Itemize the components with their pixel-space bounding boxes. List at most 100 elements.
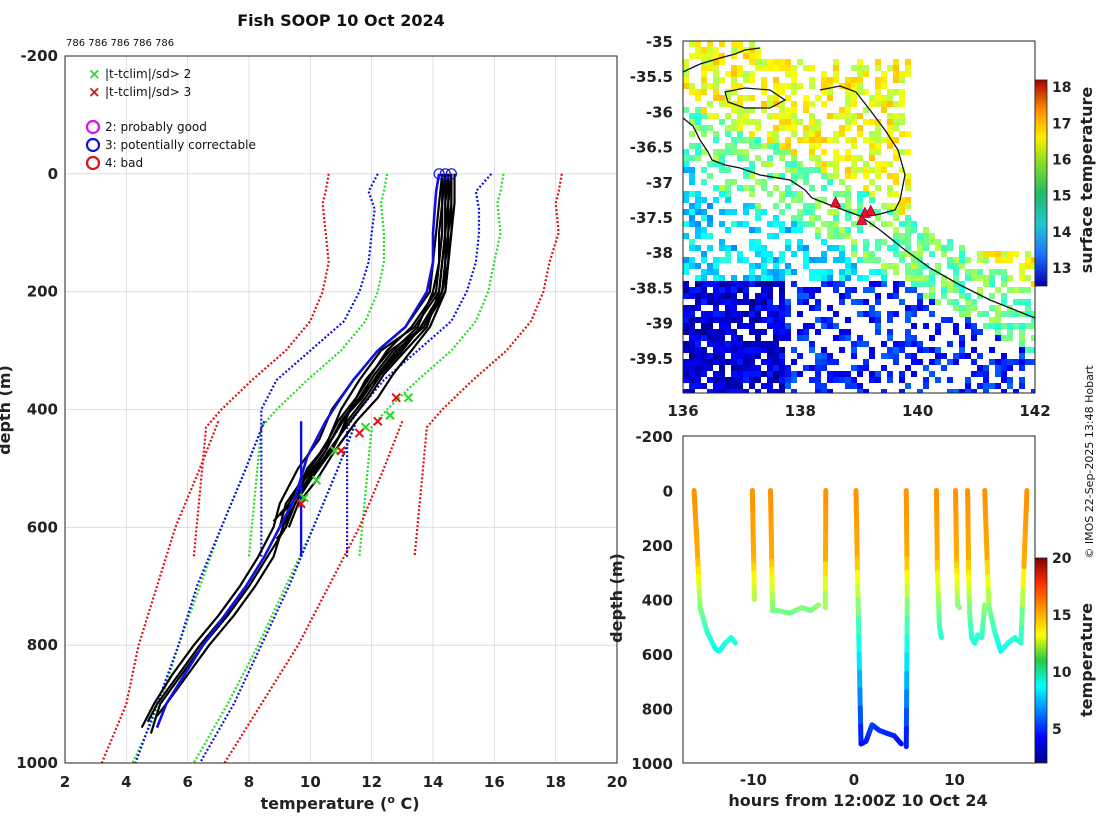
sst-cell <box>767 173 773 179</box>
sst-cell <box>881 275 887 281</box>
sst-cell <box>785 311 791 317</box>
x-tick-label: 12 <box>361 773 382 791</box>
sst-cell <box>737 83 743 89</box>
sst-cell <box>923 239 929 245</box>
sst-cell <box>761 287 767 293</box>
sst-cell <box>695 281 701 287</box>
sst-cell <box>767 365 773 371</box>
sst-cell <box>713 185 719 191</box>
sst-cell <box>689 311 695 317</box>
sst-cell <box>743 365 749 371</box>
sst-cell <box>767 233 773 239</box>
climatology-line <box>100 420 220 763</box>
sst-cell <box>821 269 827 275</box>
sst-cell <box>905 215 911 221</box>
sst-cell <box>899 251 905 257</box>
sst-cell <box>683 281 689 287</box>
sst-cell <box>821 89 827 95</box>
sst-cell <box>785 263 791 269</box>
sst-cell <box>725 125 731 131</box>
sst-cell <box>779 317 785 323</box>
sst-cell <box>1019 341 1025 347</box>
sst-cell <box>701 149 707 155</box>
sst-cell <box>719 59 725 65</box>
sst-cell <box>917 305 923 311</box>
section-y-tick-label: 800 <box>642 701 673 719</box>
sst-cell <box>827 371 833 377</box>
y-tick-label: 0 <box>48 165 58 183</box>
sst-cell <box>833 215 839 221</box>
sst-cell <box>713 137 719 143</box>
sst-cell <box>1031 317 1035 323</box>
sst-cell <box>803 263 809 269</box>
sst-cell <box>713 341 719 347</box>
sst-cell <box>857 227 863 233</box>
sst-cell <box>815 305 821 311</box>
sst-cell <box>845 227 851 233</box>
sst-cell <box>761 101 767 107</box>
sst-cell <box>911 227 917 233</box>
sst-cell <box>755 155 761 161</box>
sst-cell <box>701 251 707 257</box>
sst-cell <box>707 323 713 329</box>
sst-cell <box>833 71 839 77</box>
sst-cell <box>893 209 899 215</box>
sst-cell <box>833 257 839 263</box>
sst-cell <box>719 377 725 383</box>
sst-cell <box>755 239 761 245</box>
sst-cell <box>887 143 893 149</box>
sst-cell <box>797 197 803 203</box>
flag-marker <box>296 499 306 509</box>
section-y-tick-label: 600 <box>642 646 673 664</box>
sst-cell <box>851 299 857 305</box>
sst-cell <box>893 137 899 143</box>
sst-cell <box>773 101 779 107</box>
sst-cell <box>701 293 707 299</box>
sst-cell <box>893 71 899 77</box>
sst-cell <box>683 257 689 263</box>
sst-cell <box>755 227 761 233</box>
sst-cell <box>911 359 917 365</box>
sst-cell <box>701 329 707 335</box>
sst-cell <box>785 329 791 335</box>
sst-cell <box>725 251 731 257</box>
sst-cell <box>1001 389 1007 393</box>
sst-cell <box>821 83 827 89</box>
sst-cell <box>725 131 731 137</box>
sst-cell <box>779 353 785 359</box>
sst-cell <box>701 299 707 305</box>
sst-cell <box>899 209 905 215</box>
map-ship-track <box>829 196 877 225</box>
sst-cell <box>749 347 755 353</box>
sst-cell <box>755 251 761 257</box>
sst-cell <box>809 65 815 71</box>
sst-cell <box>809 347 815 353</box>
sst-cell <box>707 329 713 335</box>
sst-cell <box>983 377 989 383</box>
sst-cell <box>707 293 713 299</box>
sst-cell <box>887 317 893 323</box>
sst-cell <box>713 275 719 281</box>
sst-cell <box>809 167 815 173</box>
sst-cell <box>821 221 827 227</box>
sst-cell <box>923 347 929 353</box>
sst-cell <box>863 119 869 125</box>
sst-cell <box>725 329 731 335</box>
sst-cell <box>887 65 893 71</box>
sst-cell <box>689 371 695 377</box>
sst-cell <box>731 221 737 227</box>
sst-cell <box>1025 323 1031 329</box>
surface-circle <box>439 168 451 180</box>
sst-cell <box>743 311 749 317</box>
sst-cell <box>689 359 695 365</box>
sst-cell <box>713 161 719 167</box>
sst-cell <box>743 173 749 179</box>
sst-cell <box>851 365 857 371</box>
sst-cell <box>935 299 941 305</box>
map-x-tick-label: 142 <box>1019 402 1050 420</box>
sst-cell <box>887 173 893 179</box>
sst-cell <box>839 191 845 197</box>
sst-cell <box>737 389 743 393</box>
sst-cell <box>779 173 785 179</box>
